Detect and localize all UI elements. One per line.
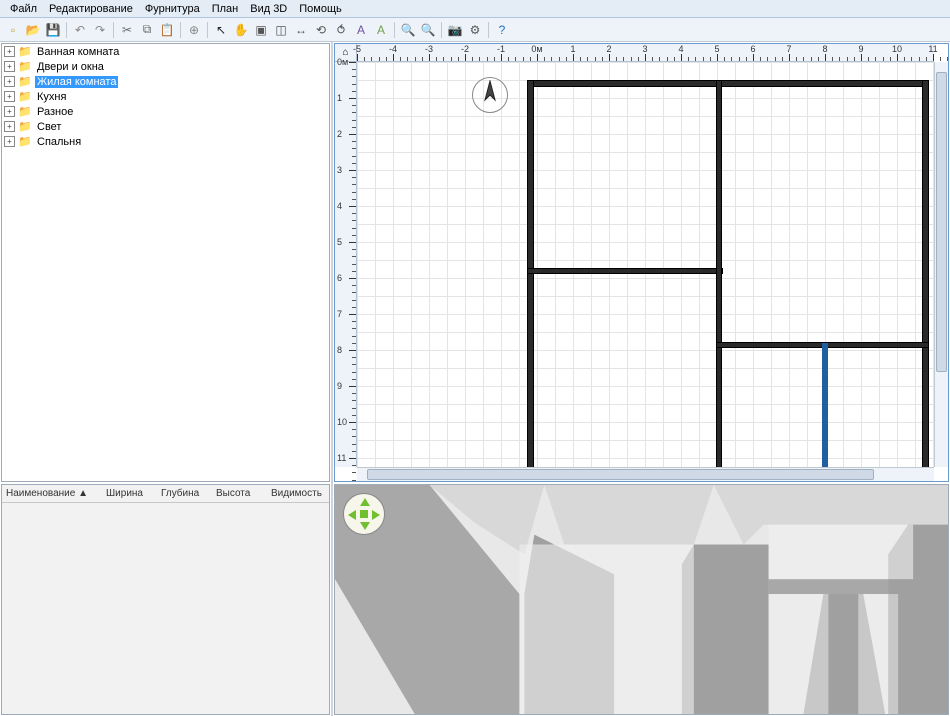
folder-icon: 📁 [18,46,32,58]
tree-item[interactable]: +📁Спальня [2,134,329,149]
left-column: +📁Ванная комната+📁Двери и окна+📁Жилая ко… [0,42,333,716]
folder-icon: 📁 [18,136,32,148]
spin-icon[interactable]: ⥀ [332,21,350,39]
save-icon[interactable]: 💾 [44,21,62,39]
menu-file[interactable]: Файл [4,2,43,16]
toolbar: ▫📂💾↶↷✂⧉📋⊕↖✋▣◫↔⟲⥀AA🔍🔍📷⚙? [0,18,950,42]
zoom-in-icon[interactable]: 🔍 [399,21,417,39]
tree-item[interactable]: +📁Свет [2,119,329,134]
wall[interactable] [922,80,929,467]
new-icon[interactable]: ▫ [4,21,22,39]
properties-table[interactable]: Наименование ▲ШиринаГлубинаВысотаВидимос… [1,484,330,715]
folder-icon: 📁 [18,121,32,133]
tree-item[interactable]: +📁Жилая комната [2,74,329,89]
tree-label[interactable]: Свет [35,121,63,133]
props-column-header[interactable]: Глубина [157,488,212,499]
text-icon[interactable]: A [352,21,370,39]
tree-label[interactable]: Двери и окна [35,61,106,73]
wall[interactable] [527,268,723,274]
text2-icon[interactable]: A [372,21,390,39]
right-column: ⌂ -5-4-3-2-10м1234567891011 0м1234567891… [333,42,950,716]
expand-icon[interactable]: + [4,106,15,117]
expand-icon[interactable]: + [4,121,15,132]
tree-item[interactable]: +📁Двери и окна [2,59,329,74]
scrollbar-horizontal[interactable] [357,467,934,481]
selected-wall[interactable] [822,343,828,467]
expand-icon[interactable]: + [4,136,15,147]
nav-center-icon[interactable] [360,510,368,518]
paste-icon[interactable]: 📋 [158,21,176,39]
tree-label[interactable]: Спальня [35,136,83,148]
nav-3d-control[interactable] [343,493,385,535]
expand-icon[interactable]: + [4,46,15,57]
menu-help[interactable]: Помощь [293,2,348,16]
tree-item[interactable]: +📁Кухня [2,89,329,104]
draw-wall-icon[interactable]: ▣ [252,21,270,39]
copy-icon[interactable]: ⧉ [138,21,156,39]
expand-icon[interactable]: + [4,91,15,102]
tool-icon[interactable]: ⚙ [466,21,484,39]
nav-up-icon[interactable] [360,498,370,506]
ruler-vertical: 0м123456789101112 [335,62,357,467]
undo-icon[interactable]: ↶ [71,21,89,39]
nav-right-icon[interactable] [372,510,380,520]
rotate-icon[interactable]: ⟲ [312,21,330,39]
props-column-header[interactable]: Высота [212,488,267,499]
redo-icon[interactable]: ↷ [91,21,109,39]
hand-icon[interactable]: ✋ [232,21,250,39]
select-icon[interactable]: ↖ [212,21,230,39]
menu-edit[interactable]: Редактирование [43,2,139,16]
props-column-header[interactable]: Видимость [267,488,327,499]
folder-icon: 📁 [18,61,32,73]
nav-down-icon[interactable] [360,522,370,530]
open-icon[interactable]: 📂 [24,21,42,39]
folder-icon: 📁 [18,91,32,103]
menubar: Файл Редактирование Фурнитура План Вид 3… [0,0,950,18]
tree-label[interactable]: Ванная комната [35,46,121,58]
furniture-tree[interactable]: +📁Ванная комната+📁Двери и окна+📁Жилая ко… [1,43,330,482]
menu-3dview[interactable]: Вид 3D [244,2,293,16]
nav-left-icon[interactable] [348,510,356,520]
compass-icon[interactable] [472,77,508,113]
view-3d[interactable] [334,484,949,715]
tree-item[interactable]: +📁Разное [2,104,329,119]
help-icon[interactable]: ? [493,21,511,39]
draw-room-icon[interactable]: ◫ [272,21,290,39]
plan-canvas[interactable] [357,62,934,467]
folder-icon: 📁 [18,106,32,118]
tree-label[interactable]: Жилая комната [35,76,118,88]
tree-label[interactable]: Кухня [35,91,68,103]
main-area: +📁Ванная комната+📁Двери и окна+📁Жилая ко… [0,42,950,716]
zoom-out-icon[interactable]: 🔍 [419,21,437,39]
folder-icon: 📁 [18,76,32,88]
camera-icon[interactable]: 📷 [446,21,464,39]
add-furn-icon[interactable]: ⊕ [185,21,203,39]
view-3d-scene [335,485,948,714]
walls-layer [357,62,934,467]
plan-2d[interactable]: ⌂ -5-4-3-2-10м1234567891011 0м1234567891… [334,43,949,482]
cut-icon[interactable]: ✂ [118,21,136,39]
menu-plan[interactable]: План [206,2,245,16]
scrollbar-vertical[interactable] [934,62,948,467]
tree-label[interactable]: Разное [35,106,75,118]
wall[interactable] [716,80,722,467]
expand-icon[interactable]: + [4,61,15,72]
tree-item[interactable]: +📁Ванная комната [2,44,329,59]
props-column-header[interactable]: Ширина [102,488,157,499]
menu-furniture[interactable]: Фурнитура [139,2,206,16]
properties-header: Наименование ▲ШиринаГлубинаВысотаВидимос… [2,485,329,503]
expand-icon[interactable]: + [4,76,15,87]
props-column-header[interactable]: Наименование ▲ [2,488,102,499]
wall[interactable] [527,80,929,87]
draw-dim-icon[interactable]: ↔ [292,21,310,39]
ruler-horizontal: -5-4-3-2-10м1234567891011 [357,44,934,62]
